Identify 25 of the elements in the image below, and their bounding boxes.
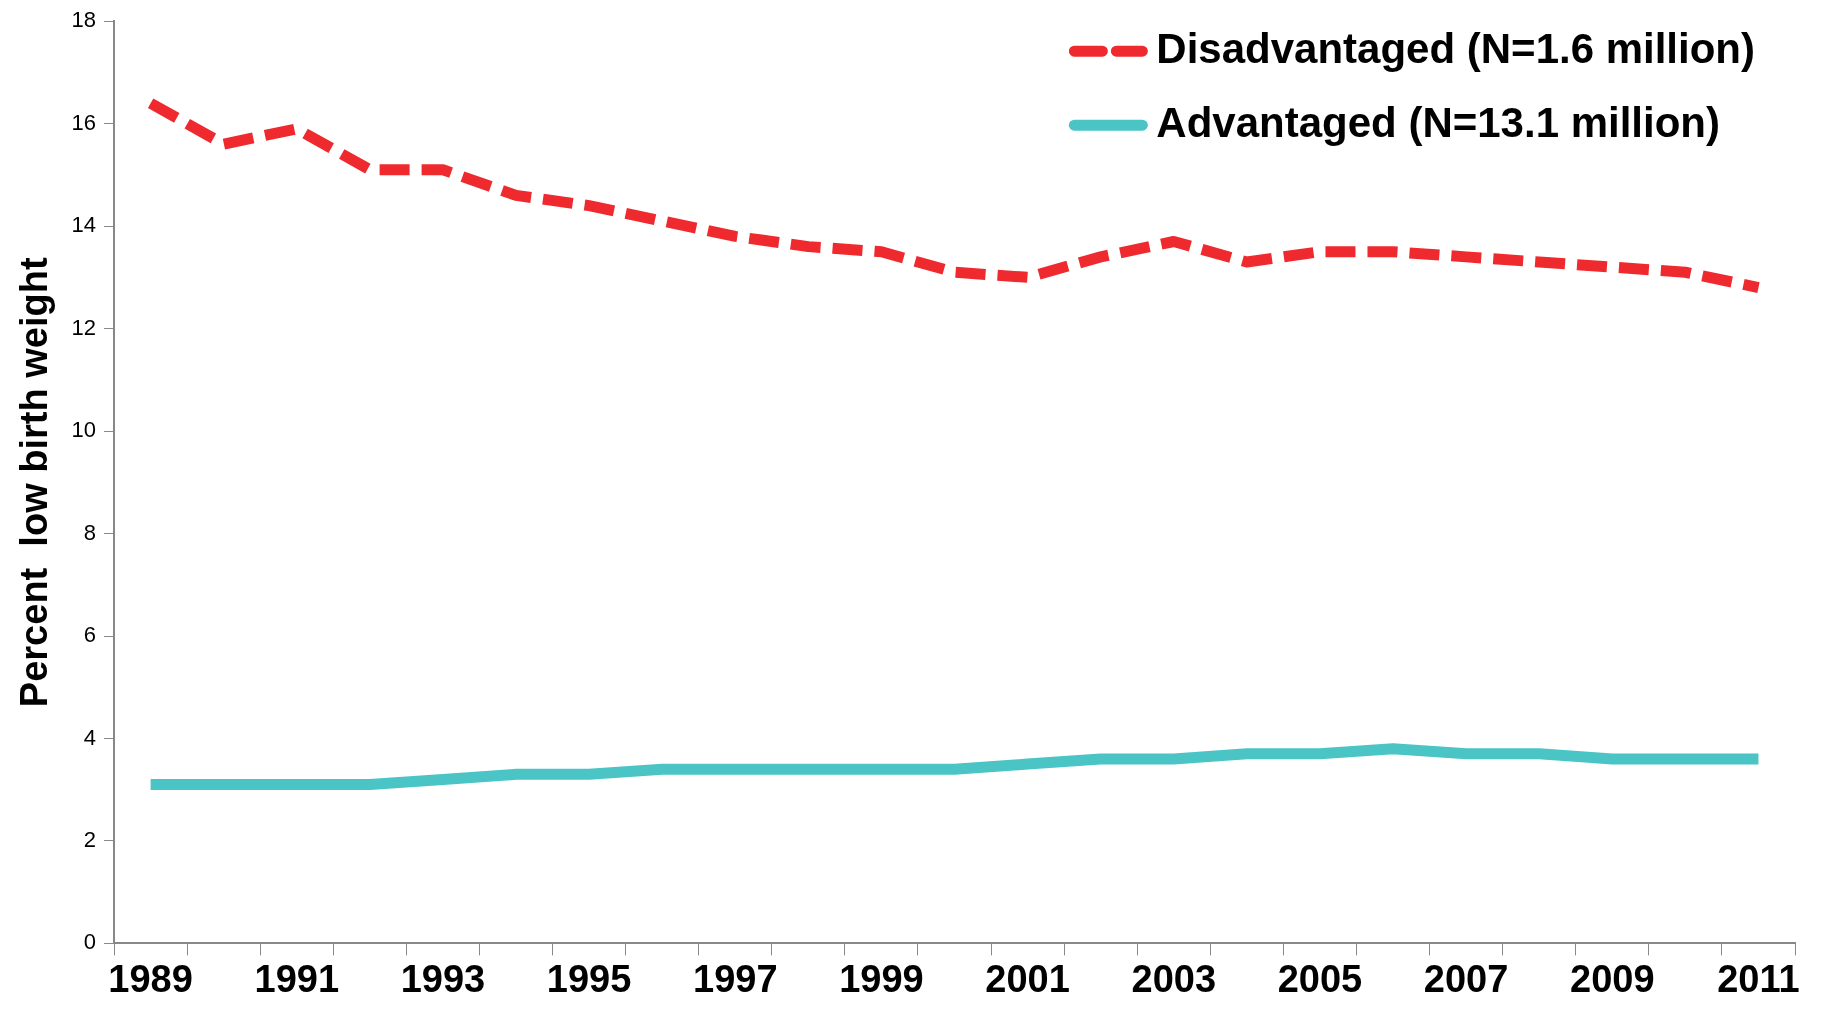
y-tick-label: 0 xyxy=(83,929,97,955)
y-tick-label: 4 xyxy=(83,724,97,750)
y-axis-title: Percent low birth weight xyxy=(13,257,56,708)
y-tick-label: 18 xyxy=(71,7,97,33)
x-tick-label: 2011 xyxy=(1717,957,1800,1000)
x-tick-label: 2001 xyxy=(985,957,1070,1000)
x-tick-label: 2005 xyxy=(1277,957,1363,1000)
y-tick-label: 16 xyxy=(71,109,97,135)
y-tick-label: 8 xyxy=(83,519,97,545)
y-tick-label: 2 xyxy=(83,827,97,852)
legend-label: Advantaged (N=13.1 million) xyxy=(1156,98,1720,146)
x-tick-label: 1997 xyxy=(693,957,778,1000)
y-tick-label: 12 xyxy=(71,314,97,340)
x-tick-label: 1999 xyxy=(839,957,924,1000)
x-tick-label: 1995 xyxy=(546,957,632,1000)
y-tick-label: 14 xyxy=(71,212,97,238)
x-tick-label: 1993 xyxy=(400,957,486,1000)
x-tick-label: 2003 xyxy=(1131,957,1217,1000)
x-tick-label: 2009 xyxy=(1570,957,1655,1000)
y-tick-label: 6 xyxy=(83,622,97,648)
y-tick-label: 10 xyxy=(71,417,97,443)
legend-label: Disadvantaged (N=1.6 million) xyxy=(1156,24,1756,72)
x-tick-label: 1989 xyxy=(108,957,193,1000)
x-tick-label: 2007 xyxy=(1423,957,1509,1000)
x-tick-label: 1991 xyxy=(254,957,340,1000)
